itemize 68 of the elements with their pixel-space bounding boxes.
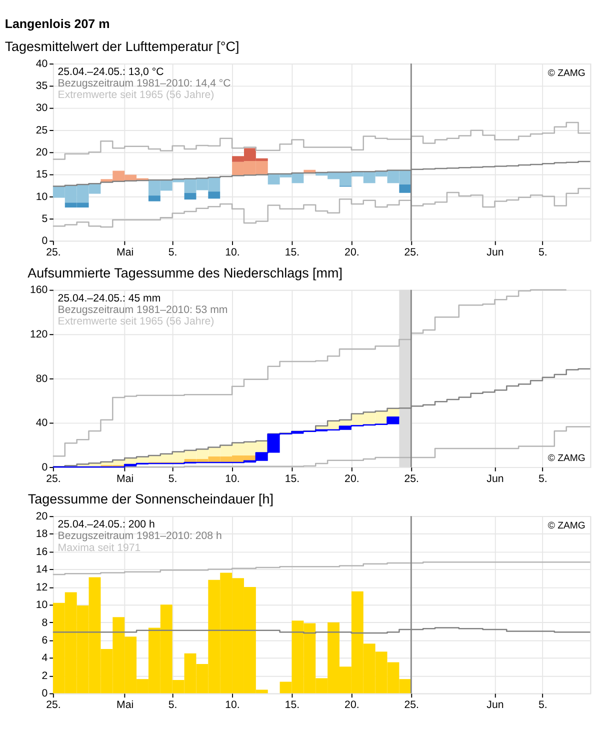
y-tick-label: 80 [36,372,48,385]
annotation: Extremwerte seit 1965 (56 Jahre) [58,89,214,102]
x-tick-label: 5. [538,699,548,712]
x-tick-label: 20. [344,699,360,712]
y-tick-label: 20 [36,146,48,159]
y-tick-label: 4 [42,652,48,664]
x-tick-label: 15. [284,246,300,259]
y-tick-label: 20 [36,510,48,522]
annotation: Maxima seit 1971 [58,542,141,554]
x-tick-label: Jun [486,699,504,712]
chart-title: Tagessumme der Sonnenscheindauer [h] [28,492,274,507]
chart-subtitle: Tagesmittelwert der Lufttemperatur [°C] [4,39,240,54]
x-tick-label: Mai [116,246,134,259]
x-tick-label: 5. [168,699,178,712]
x-tick-label: 25. [46,699,61,712]
annotation: Bezugszeitraum 1981–2010: 14,4 °C [58,78,232,90]
y-tick-label: 5 [42,212,48,225]
x-tick-label: 15. [284,699,300,712]
annotation: © ZAMG [548,520,586,532]
x-tick-label: Mai [116,699,134,712]
x-tick-label: 5. [168,472,178,485]
y-tick-label: 0 [42,235,48,248]
x-tick-label: 25. [404,246,419,259]
y-tick-label: 0 [42,461,48,474]
y-tick-label: 35 [36,80,48,92]
x-tick-label: 20. [344,246,360,259]
annotation: Extremwerte seit 1965 (56 Jahre) [58,315,214,328]
y-tick-label: 15 [36,168,48,181]
x-tick-label: 25. [404,472,419,485]
y-tick-label: 18 [36,528,48,540]
x-tick-label: Jun [486,246,504,259]
x-tick-label: 25. [404,699,419,712]
x-tick-label: 20. [344,472,360,485]
x-tick-label: 5. [168,246,178,259]
annotation: 25.04.–24.05.: 45 mm [58,292,161,304]
annotation: © ZAMG [548,453,586,464]
x-tick-label: 15. [284,472,300,485]
y-tick-label: 16 [36,546,48,558]
x-tick-label: 10. [225,246,240,259]
y-tick-label: 10 [36,190,48,203]
y-tick-label: 0 [42,688,48,700]
y-tick-label: 25 [36,124,48,136]
x-tick-label: Mai [116,472,134,485]
y-tick-label: 14 [36,564,48,576]
y-tick-label: 6 [42,634,48,646]
x-tick-label: 25. [46,472,61,485]
y-tick-label: 30 [36,102,48,114]
annotation: © ZAMG [548,68,586,80]
chart-title: Aufsummierte Tagessumme des Niederschlags [mm] [28,265,342,280]
x-tick-label: Jun [486,472,504,485]
y-tick-label: 160 [30,284,48,296]
annotation: Bezugszeitraum 1981–2010: 53 mm [58,304,228,316]
y-tick-label: 40 [36,58,48,70]
y-tick-label: 120 [30,328,48,340]
annotation: 25.04.–24.05.: 13,0 °C [58,66,164,78]
x-tick-label: 5. [538,246,548,259]
y-tick-label: 10 [36,599,48,612]
y-tick-label: 2 [42,670,48,682]
y-tick-label: 12 [36,581,48,594]
x-tick-label: 10. [225,472,240,485]
x-tick-label: 10. [225,699,240,712]
x-tick-label: 25. [46,246,61,259]
x-tick-label: 5. [538,472,548,485]
y-tick-label: 8 [42,616,48,629]
annotation: Bezugszeitraum 1981–2010: 208 h [58,530,222,542]
annotation: 25.04.–24.05.: 200 h [58,518,155,531]
y-tick-label: 40 [36,417,48,430]
chart-title: Langenlois 207 m [4,16,110,31]
